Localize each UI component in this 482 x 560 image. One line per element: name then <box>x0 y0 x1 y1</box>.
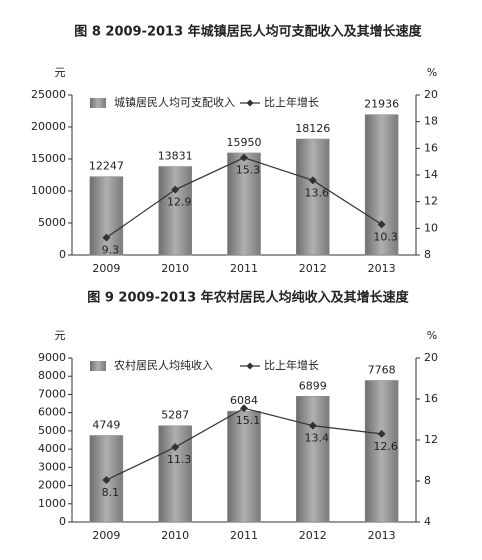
x-tick-label: 2011 <box>230 262 258 275</box>
bar <box>364 114 399 256</box>
y-tick-label: 6000 <box>38 406 66 419</box>
line-value-label: 12.6 <box>373 440 398 453</box>
x-tick-label: 2011 <box>230 529 258 542</box>
line-marker <box>308 421 317 430</box>
y2-tick-label: 16 <box>424 141 438 154</box>
chart-title: 图 9 2009-2013 年农村居民人均纯收入及其增长速度 <box>87 290 409 306</box>
line-value-label: 11.3 <box>167 453 192 466</box>
y2-tick-label: 20 <box>424 88 438 101</box>
line-value-label: 15.3 <box>236 164 261 177</box>
y-tick-label: 7000 <box>38 387 66 400</box>
bar <box>227 152 261 256</box>
line-value-label: 12.9 <box>167 196 192 209</box>
y2-tick-label: 20 <box>424 351 438 364</box>
line-marker <box>377 220 386 229</box>
x-tick-label: 2010 <box>161 262 189 275</box>
legend-swatch <box>90 361 106 371</box>
line-value-label: 13.6 <box>305 186 330 199</box>
bar-value-label: 15950 <box>227 136 262 149</box>
line-value-label: 10.3 <box>373 230 398 243</box>
line-marker <box>240 153 248 162</box>
line-value-label: 8.1 <box>102 486 120 499</box>
x-tick-label: 2010 <box>161 529 189 542</box>
y-tick-label: 5000 <box>38 216 66 229</box>
y-tick-label: 15000 <box>31 152 66 165</box>
y-tick-label: 0 <box>59 515 66 528</box>
y-tick-label: 4000 <box>38 442 66 455</box>
bar-value-label: 7768 <box>368 363 396 376</box>
y-tick-label: 25000 <box>31 88 66 101</box>
line-value-label: 15.1 <box>236 414 261 427</box>
bar-value-label: 21936 <box>364 98 399 111</box>
line-marker <box>308 176 317 185</box>
line-marker <box>377 429 386 438</box>
y-tick-label: 1000 <box>38 497 66 510</box>
legend-label: 比上年增长 <box>264 358 319 372</box>
legend-swatch <box>90 98 106 108</box>
legend-label: 农村居民人均纯收入 <box>114 358 213 372</box>
y2-tick-label: 4 <box>424 515 431 528</box>
line-marker <box>102 233 111 242</box>
y2-tick-label: 14 <box>424 168 438 181</box>
y2-axis-unit: % <box>427 66 437 79</box>
x-tick-label: 2013 <box>368 529 396 542</box>
line-marker <box>102 475 111 484</box>
y2-tick-label: 8 <box>424 474 431 487</box>
y-tick-label: 9000 <box>38 351 66 364</box>
line-value-label: 9.3 <box>102 244 120 257</box>
bar-value-label: 6899 <box>299 379 327 392</box>
bar <box>296 396 330 523</box>
y-tick-label: 5000 <box>38 424 66 437</box>
bar <box>89 176 124 256</box>
x-tick-label: 2009 <box>92 529 120 542</box>
y-tick-label: 0 <box>59 248 66 261</box>
x-tick-label: 2013 <box>368 262 396 275</box>
legend-label: 城镇居民人均可支配收入 <box>114 95 235 109</box>
bar-value-label: 18126 <box>295 122 330 135</box>
bar-value-label: 6084 <box>230 394 258 407</box>
y-tick-label: 20000 <box>31 120 66 133</box>
bar <box>364 380 399 523</box>
y2-tick-label: 8 <box>424 248 431 261</box>
legend-label: 比上年增长 <box>264 95 319 109</box>
y-tick-label: 8000 <box>38 369 66 382</box>
bar <box>158 425 192 523</box>
y-tick-label: 2000 <box>38 479 66 492</box>
y2-tick-label: 16 <box>424 392 438 405</box>
line-value-label: 13.4 <box>305 432 330 445</box>
legend-marker <box>246 362 254 370</box>
y2-tick-label: 12 <box>424 195 438 208</box>
bar <box>296 138 330 256</box>
line-marker <box>240 404 248 413</box>
bar-value-label: 4749 <box>92 418 120 431</box>
y2-tick-label: 12 <box>424 433 438 446</box>
bar-value-label: 13831 <box>158 149 193 162</box>
y2-axis-unit: % <box>427 329 437 342</box>
chart-title: 图 8 2009-2013 年城镇居民人均可支配收入及其增长速度 <box>74 24 422 40</box>
bar <box>158 166 192 256</box>
y-tick-label: 10000 <box>31 184 66 197</box>
x-tick-label: 2012 <box>299 529 327 542</box>
line-marker <box>171 443 180 452</box>
bar-value-label: 5287 <box>161 409 189 422</box>
bar <box>227 410 261 523</box>
y-axis-unit: 元 <box>55 329 66 342</box>
y-axis-unit: 元 <box>55 66 66 79</box>
y2-tick-label: 10 <box>424 221 438 234</box>
x-tick-label: 2009 <box>92 262 120 275</box>
legend-marker <box>246 99 254 107</box>
x-tick-label: 2012 <box>299 262 327 275</box>
bar-value-label: 12247 <box>89 160 124 173</box>
line-marker <box>171 185 180 194</box>
y2-tick-label: 18 <box>424 115 438 128</box>
y-tick-label: 3000 <box>38 460 66 473</box>
